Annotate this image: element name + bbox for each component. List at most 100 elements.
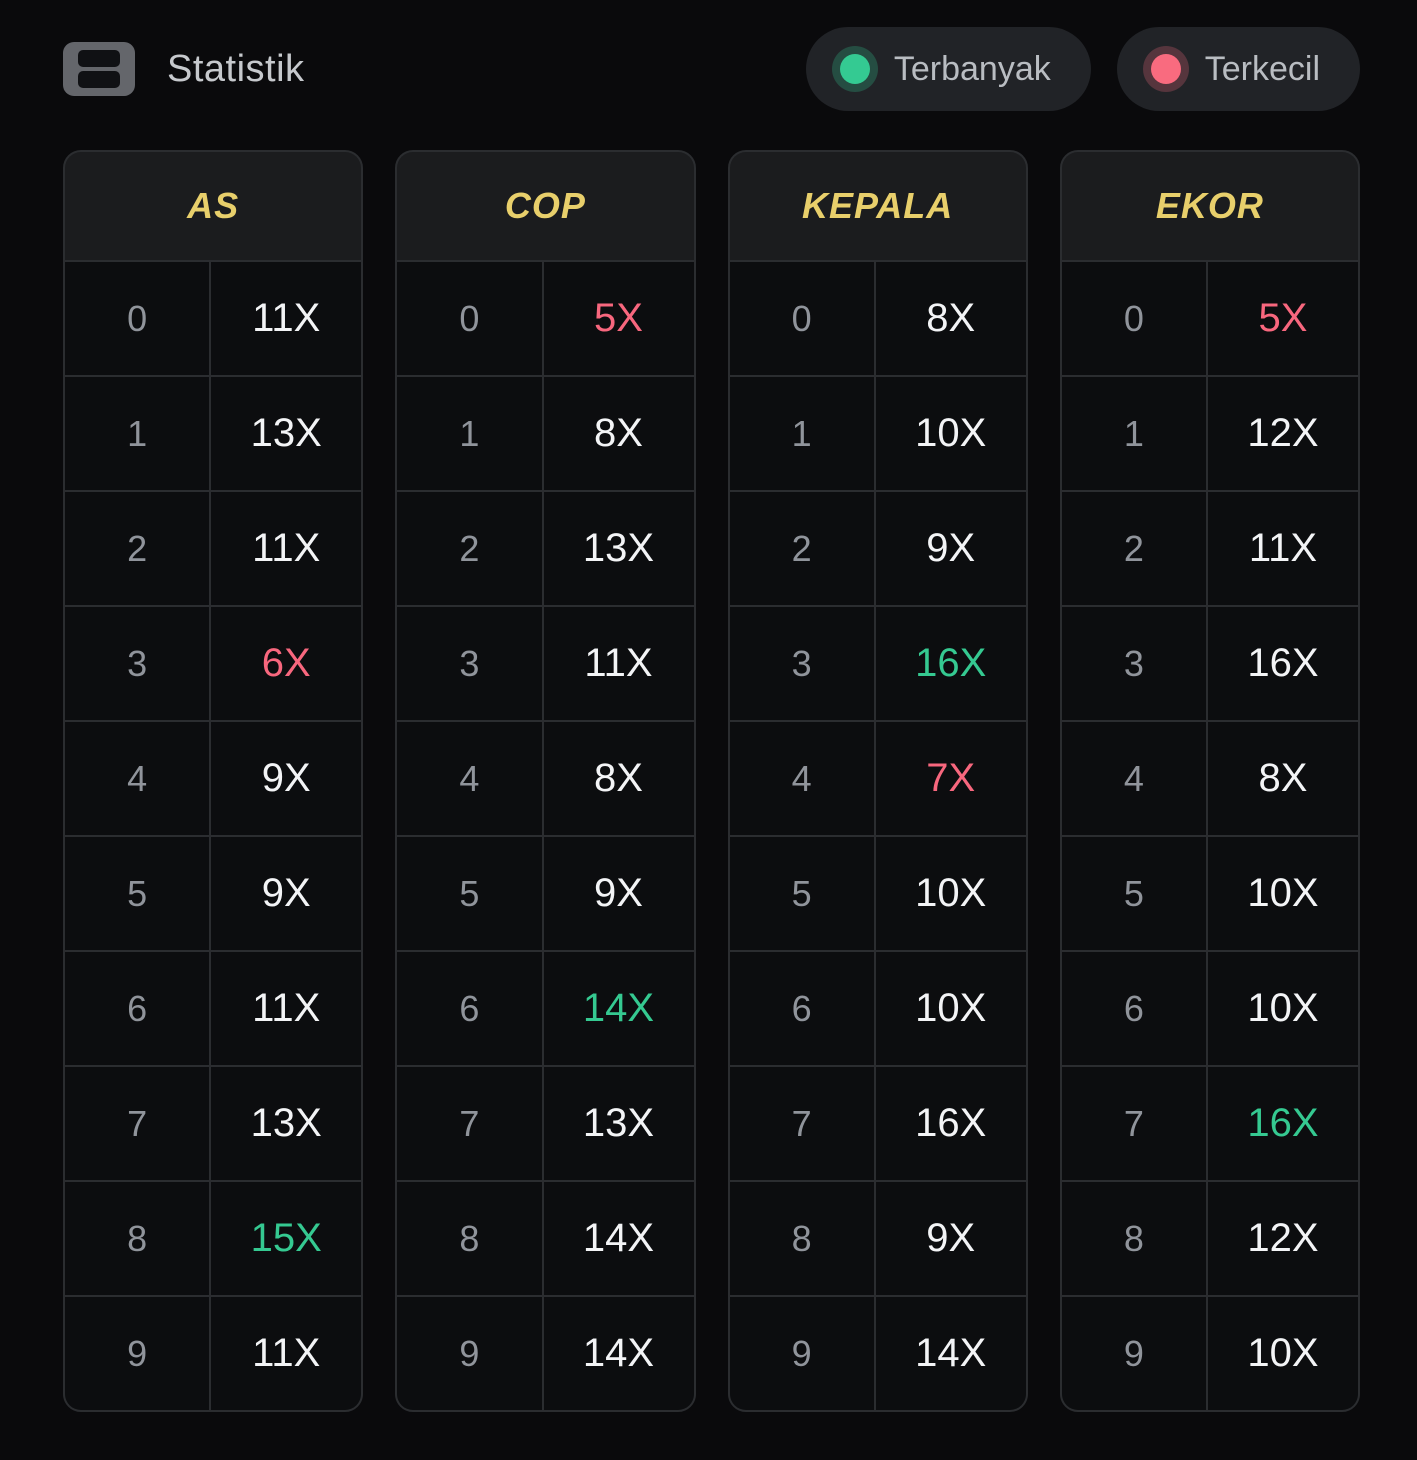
value-cell: 16X (875, 1067, 1026, 1180)
digit-cell: 1 (729, 377, 874, 490)
value-cell: 14X (543, 1297, 694, 1410)
table-title: KEPALA (729, 152, 1026, 260)
digit-cell: 7 (65, 1067, 210, 1180)
green-dot-icon (839, 54, 870, 84)
value-cell: 16X (875, 607, 1026, 720)
value-cell: 8X (875, 262, 1026, 375)
value-cell: 14X (543, 1182, 694, 1295)
digit-cell: 8 (65, 1182, 210, 1295)
value-cell: 14X (875, 1297, 1026, 1410)
digit-cell: 3 (65, 607, 210, 720)
value-cell: 10X (875, 837, 1026, 950)
value-cell: 7X (875, 722, 1026, 835)
legend-least-label: Terkecil (1204, 49, 1320, 88)
value-cell: 14X (543, 952, 694, 1065)
digit-cell: 0 (65, 262, 210, 375)
digit-cell: 4 (397, 722, 542, 835)
value-cell: 11X (211, 262, 362, 375)
value-cell: 11X (211, 1297, 362, 1410)
value-cell: 12X (1208, 1182, 1358, 1295)
value-cell: 6X (211, 607, 362, 720)
value-cell: 8X (543, 722, 694, 835)
stats-tables: AS 0 11X 1 13X 2 11X 3 6X 4 9X 5 9X 6 11… (63, 150, 1360, 1412)
value-cell: 10X (875, 952, 1026, 1065)
digit-cell: 9 (729, 1297, 874, 1410)
digit-cell: 7 (397, 1067, 542, 1180)
digit-cell: 6 (65, 952, 210, 1065)
digit-cell: 0 (397, 262, 542, 375)
digit-cell: 7 (1061, 1067, 1207, 1180)
value-cell: 8X (543, 377, 694, 490)
page-title-group: Statistik (63, 42, 305, 96)
digit-cell: 0 (1061, 262, 1207, 375)
topbar: Statistik Terbanyak Terkecil (63, 27, 1360, 111)
digit-cell: 6 (397, 952, 542, 1065)
value-cell: 10X (1208, 1297, 1358, 1410)
stat-table: EKOR 0 5X 1 12X 2 11X 3 16X 4 8X 5 10X 6… (1059, 150, 1360, 1412)
value-cell: 11X (211, 952, 362, 1065)
digit-cell: 6 (729, 952, 874, 1065)
digit-cell: 8 (1061, 1182, 1207, 1295)
value-cell: 9X (875, 1182, 1026, 1295)
value-cell: 8X (1208, 722, 1358, 835)
digit-cell: 1 (1061, 377, 1207, 490)
value-cell: 15X (211, 1182, 362, 1295)
value-cell: 13X (211, 1067, 362, 1180)
value-cell: 11X (211, 492, 362, 605)
digit-cell: 1 (65, 377, 210, 490)
digit-cell: 3 (397, 607, 542, 720)
digit-cell: 5 (65, 837, 210, 950)
stat-table: COP 0 5X 1 8X 2 13X 3 11X 4 8X 5 9X 6 14… (395, 150, 696, 1412)
value-cell: 9X (211, 722, 362, 835)
value-cell: 16X (1208, 607, 1358, 720)
digit-cell: 4 (729, 722, 874, 835)
table-title: COP (397, 152, 694, 260)
digit-cell: 5 (729, 837, 874, 950)
value-cell: 11X (1208, 492, 1358, 605)
digit-cell: 9 (397, 1297, 542, 1410)
digit-cell: 7 (729, 1067, 874, 1180)
value-cell: 9X (875, 492, 1026, 605)
table-title: AS (65, 152, 362, 260)
page-title: Statistik (167, 47, 305, 90)
value-cell: 13X (543, 492, 694, 605)
legend-most-label: Terbanyak (893, 49, 1051, 88)
value-cell: 9X (543, 837, 694, 950)
digit-cell: 1 (397, 377, 542, 490)
value-cell: 13X (543, 1067, 694, 1180)
legend: Terbanyak Terkecil (805, 27, 1360, 111)
digit-cell: 2 (729, 492, 874, 605)
value-cell: 9X (211, 837, 362, 950)
digit-cell: 9 (65, 1297, 210, 1410)
stat-table: AS 0 11X 1 13X 2 11X 3 6X 4 9X 5 9X 6 11… (63, 150, 364, 1412)
digit-cell: 3 (729, 607, 874, 720)
digit-cell: 2 (1061, 492, 1207, 605)
digit-cell: 8 (397, 1182, 542, 1295)
legend-most-button[interactable]: Terbanyak (805, 27, 1091, 111)
digit-cell: 0 (729, 262, 874, 375)
rows-table-icon (63, 42, 135, 96)
value-cell: 10X (875, 377, 1026, 490)
digit-cell: 5 (397, 837, 542, 950)
digit-cell: 4 (1061, 722, 1207, 835)
digit-cell: 9 (1061, 1297, 1207, 1410)
value-cell: 5X (1208, 262, 1358, 375)
digit-cell: 2 (397, 492, 542, 605)
value-cell: 16X (1208, 1067, 1358, 1180)
value-cell: 13X (211, 377, 362, 490)
value-cell: 12X (1208, 377, 1358, 490)
digit-cell: 2 (65, 492, 210, 605)
legend-least-button[interactable]: Terkecil (1116, 27, 1360, 111)
digit-cell: 3 (1061, 607, 1207, 720)
digit-cell: 6 (1061, 952, 1207, 1065)
value-cell: 5X (543, 262, 694, 375)
table-title: EKOR (1061, 152, 1358, 260)
value-cell: 11X (543, 607, 694, 720)
digit-cell: 4 (65, 722, 210, 835)
value-cell: 10X (1208, 952, 1358, 1065)
digit-cell: 8 (729, 1182, 874, 1295)
digit-cell: 5 (1061, 837, 1207, 950)
red-dot-icon (1150, 54, 1181, 84)
value-cell: 10X (1208, 837, 1358, 950)
